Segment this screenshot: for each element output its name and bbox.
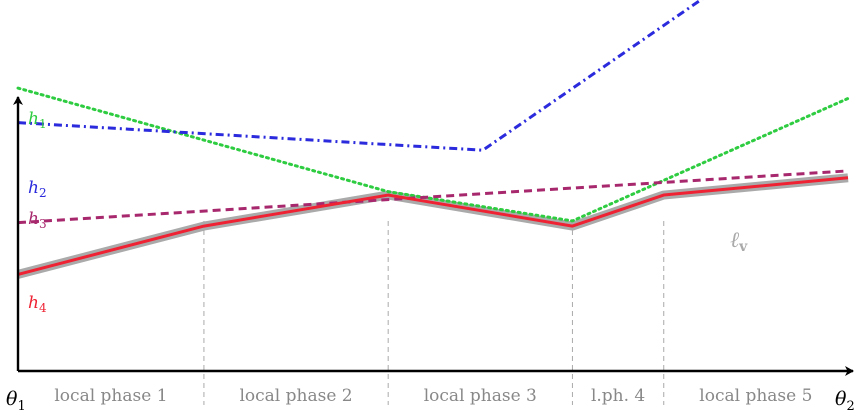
curve-h4 xyxy=(17,176,849,276)
theta2-label: θ2 xyxy=(835,388,855,414)
curve-layer xyxy=(16,0,850,276)
label-envelope: ℓv xyxy=(730,228,748,255)
curve-h2 xyxy=(17,0,704,152)
phase-dividers xyxy=(203,221,665,405)
label-h3: h3 xyxy=(28,209,47,231)
theta1-sub: 1 xyxy=(17,399,25,414)
label-h2: h2 xyxy=(28,178,47,200)
curve-h1 xyxy=(16,86,850,223)
envelope-layer xyxy=(16,173,849,279)
curve-h3 xyxy=(17,169,849,225)
phase-label: local phase 2 xyxy=(239,386,352,406)
label-h1: h1 xyxy=(28,109,47,131)
theta1-label: θ1 xyxy=(6,388,26,414)
theta1-main: θ xyxy=(6,388,18,410)
envelope-line xyxy=(16,173,849,279)
phase-label: local phase 1 xyxy=(54,386,167,406)
curve-labels: h1 h2 h3 h4 ℓv xyxy=(28,109,748,315)
phase-label: local phase 5 xyxy=(699,386,812,406)
theta2-sub: 2 xyxy=(846,399,854,414)
phase-label: local phase 3 xyxy=(424,386,537,406)
label-h4: h4 xyxy=(28,293,47,315)
theta2-main: θ xyxy=(835,388,847,410)
phase-label: l.ph. 4 xyxy=(591,386,645,406)
phase-labels: local phase 1 local phase 2 local phase 3 l… xyxy=(54,386,812,406)
